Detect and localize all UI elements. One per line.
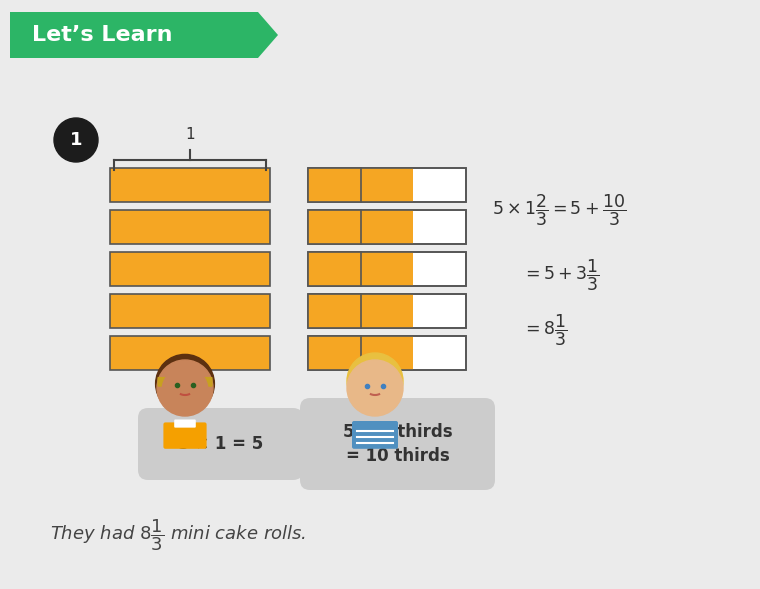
FancyBboxPatch shape <box>138 408 303 480</box>
FancyBboxPatch shape <box>110 336 270 370</box>
Text: 1: 1 <box>70 131 82 149</box>
FancyBboxPatch shape <box>308 336 413 370</box>
FancyBboxPatch shape <box>110 252 270 286</box>
Text: $5 \times 1\dfrac{2}{3} = 5 + \dfrac{10}{3}$: $5 \times 1\dfrac{2}{3} = 5 + \dfrac{10}… <box>492 192 626 228</box>
FancyBboxPatch shape <box>308 252 466 286</box>
Circle shape <box>156 355 214 413</box>
FancyBboxPatch shape <box>110 210 270 244</box>
Text: $= 8\dfrac{1}{3}$: $= 8\dfrac{1}{3}$ <box>522 312 568 348</box>
FancyBboxPatch shape <box>110 294 270 328</box>
FancyBboxPatch shape <box>308 294 413 328</box>
Text: 5 × 2 thirds: 5 × 2 thirds <box>343 423 452 441</box>
FancyBboxPatch shape <box>352 421 398 449</box>
Text: $= 5 + 3\dfrac{1}{3}$: $= 5 + 3\dfrac{1}{3}$ <box>522 257 600 293</box>
FancyBboxPatch shape <box>308 168 413 202</box>
FancyBboxPatch shape <box>308 210 413 244</box>
FancyBboxPatch shape <box>308 252 413 286</box>
Circle shape <box>162 368 208 413</box>
Text: They had $8\dfrac{1}{3}$ mini cake rolls.: They had $8\dfrac{1}{3}$ mini cake rolls… <box>50 517 306 553</box>
FancyBboxPatch shape <box>163 422 207 449</box>
Text: = 10 thirds: = 10 thirds <box>346 447 449 465</box>
Text: Let’s Learn: Let’s Learn <box>32 25 173 45</box>
FancyBboxPatch shape <box>308 336 466 370</box>
FancyBboxPatch shape <box>300 398 495 490</box>
FancyBboxPatch shape <box>308 210 466 244</box>
FancyBboxPatch shape <box>308 294 466 328</box>
Circle shape <box>347 353 403 409</box>
FancyBboxPatch shape <box>174 419 196 428</box>
Circle shape <box>54 118 98 162</box>
Polygon shape <box>258 12 278 58</box>
Text: 1: 1 <box>185 127 195 142</box>
FancyBboxPatch shape <box>10 12 258 58</box>
FancyBboxPatch shape <box>308 168 466 202</box>
FancyBboxPatch shape <box>157 377 213 387</box>
Circle shape <box>157 360 213 416</box>
Circle shape <box>347 360 403 416</box>
Text: 5 × 1 = 5: 5 × 1 = 5 <box>178 435 263 453</box>
FancyBboxPatch shape <box>110 168 270 202</box>
